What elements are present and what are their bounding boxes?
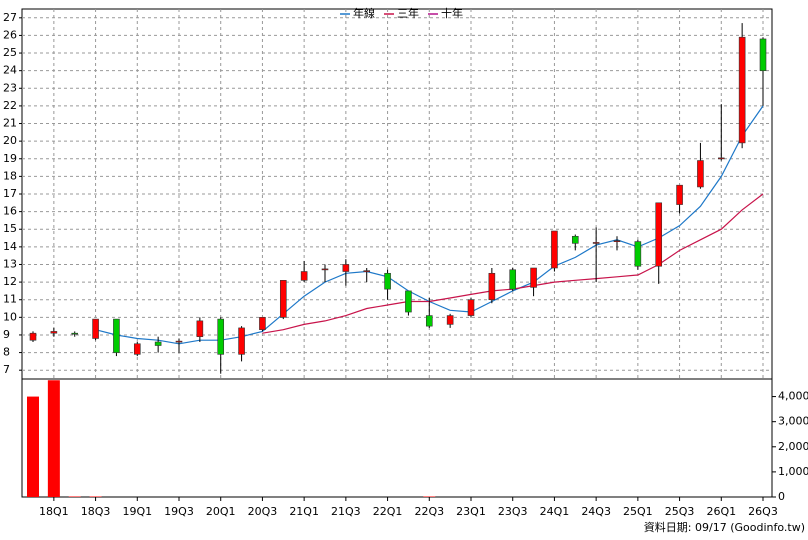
candle-body	[342, 264, 350, 272]
volume-bar	[423, 496, 436, 497]
x-tick-label: 18Q1	[39, 505, 69, 518]
volume-tick-label: 2,000	[778, 440, 808, 453]
candle-body	[697, 160, 704, 188]
x-tick-label: 25Q3	[665, 505, 695, 518]
y-tick-label: 25	[3, 46, 17, 59]
x-tick-label: 23Q1	[456, 505, 486, 518]
y-tick-label: 26	[3, 28, 17, 41]
candle-body	[551, 230, 558, 269]
candle-body	[613, 240, 621, 242]
volume-tick-label: 3,000	[778, 415, 808, 428]
legend-label: 年線	[353, 6, 375, 20]
candle-body	[279, 280, 287, 318]
volume-bar	[68, 496, 81, 497]
legend-label: 十年	[441, 6, 463, 20]
x-tick-label: 26Q1	[706, 505, 736, 518]
y-tick-label: 18	[3, 169, 17, 182]
candle-body	[92, 318, 99, 339]
candle-body	[71, 332, 79, 335]
candle-body	[676, 184, 683, 205]
candle-body	[592, 242, 600, 244]
x-tick-label: 24Q3	[581, 505, 611, 518]
candle-body	[488, 272, 496, 301]
y-tick-label: 21	[3, 117, 17, 130]
x-tick-label: 24Q1	[540, 505, 570, 518]
candle-body	[571, 235, 579, 244]
candle-body	[175, 340, 183, 343]
y-tick-label: 9	[3, 328, 10, 341]
y-tick-label: 27	[3, 11, 17, 24]
candle-body	[530, 267, 537, 288]
candle-body	[133, 343, 141, 355]
volume-tick-label: 4,000	[778, 390, 808, 403]
x-tick-label: 26Q3	[748, 505, 778, 518]
y-tick-label: 17	[3, 187, 17, 200]
volume-frame	[21, 378, 773, 498]
candle-body	[29, 332, 37, 341]
candle-body	[405, 290, 412, 313]
candle-body	[300, 271, 308, 281]
volume-bar	[27, 396, 39, 497]
x-tick-label: 22Q3	[414, 505, 444, 518]
candle-body	[425, 315, 433, 327]
x-tick-label: 22Q1	[373, 505, 403, 518]
y-tick-label: 16	[3, 205, 17, 218]
candle-body	[655, 202, 663, 267]
x-tick-label: 21Q1	[289, 505, 319, 518]
candle-body	[467, 299, 475, 316]
candle-body	[259, 317, 266, 330]
x-tick-label: 19Q3	[164, 505, 194, 518]
source-note: 資料日期: 09/17 (Goodinfo.tw)	[644, 520, 805, 534]
y-tick-label: 22	[3, 99, 17, 112]
candle-body	[634, 241, 642, 267]
y-tick-label: 10	[3, 310, 17, 323]
volume-tick-label: 0	[778, 490, 785, 503]
y-tick-label: 24	[3, 64, 17, 77]
y-tick-label: 15	[3, 222, 17, 235]
y-tick-label: 12	[3, 275, 17, 288]
candle-body	[217, 318, 225, 355]
volume-tick-label: 1,000	[778, 465, 808, 478]
candle-body	[154, 341, 162, 346]
candle-body	[384, 272, 391, 290]
x-tick-label: 21Q3	[331, 505, 361, 518]
y-tick-label: 13	[3, 257, 17, 270]
volume-bar	[47, 380, 60, 497]
x-tick-label: 20Q1	[206, 505, 236, 518]
y-tick-label: 19	[3, 152, 17, 165]
y-tick-label: 23	[3, 81, 17, 94]
y-tick-label: 11	[3, 293, 17, 306]
x-tick-label: 19Q1	[122, 505, 152, 518]
candle-body	[717, 157, 725, 160]
x-tick-label: 20Q3	[248, 505, 278, 518]
x-tick-label: 18Q3	[81, 505, 111, 518]
y-tick-label: 14	[3, 240, 17, 253]
x-tick-label: 23Q3	[498, 505, 528, 518]
y-tick-label: 8	[3, 346, 10, 359]
candle-body	[738, 36, 746, 144]
x-tick-label: 25Q1	[623, 505, 653, 518]
y-tick-label: 7	[3, 363, 10, 376]
candle-body	[238, 327, 245, 355]
candle-body	[50, 331, 58, 334]
candle-body	[113, 318, 120, 353]
y-tick-label: 20	[3, 134, 17, 147]
legend-label: 三年	[397, 6, 419, 20]
candle-body	[196, 320, 204, 338]
candle-body	[509, 269, 517, 290]
volume-bar	[89, 496, 102, 497]
candle-body	[363, 270, 371, 272]
candle-body	[446, 315, 454, 325]
candle-body	[759, 38, 767, 71]
candle-body	[321, 268, 329, 271]
